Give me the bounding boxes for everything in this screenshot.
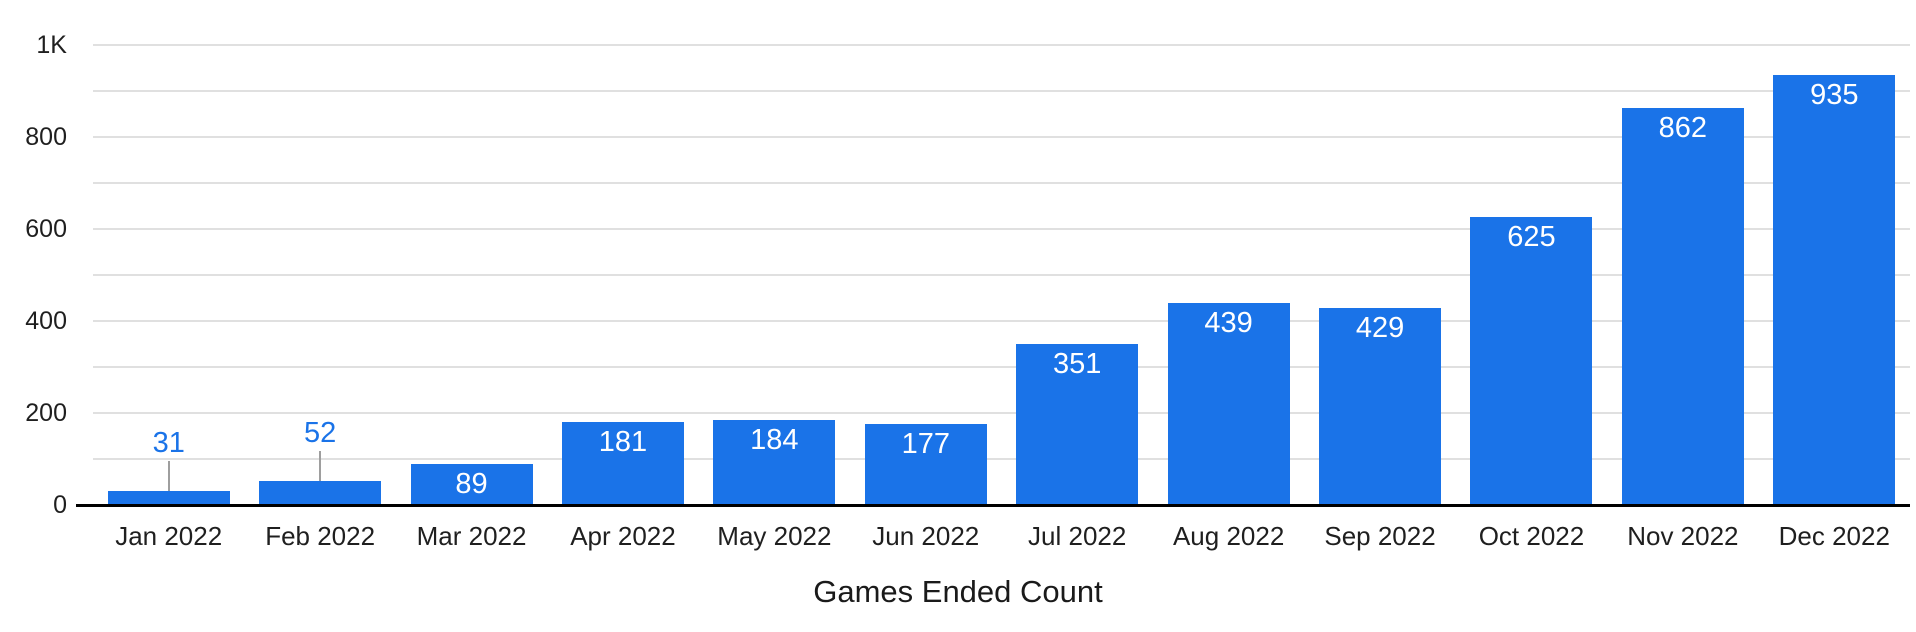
gridline [93, 136, 1910, 138]
x-tick-label: Feb 2022 [265, 521, 376, 551]
y-tick-label: 600 [25, 215, 67, 243]
y-tick-label: 200 [25, 399, 67, 427]
bar[interactable] [259, 481, 382, 505]
y-tick-label: 800 [25, 123, 67, 151]
x-tick-label: Nov 2022 [1627, 521, 1739, 551]
y-tick-label: 0 [53, 491, 67, 519]
x-tick-label: Apr 2022 [570, 521, 676, 551]
bar-value-label: 429 [1355, 312, 1405, 344]
bar[interactable] [107, 491, 230, 505]
bar-value-label: 52 [303, 417, 337, 449]
bar-value-label: 935 [1810, 79, 1859, 111]
gridline [93, 90, 1910, 92]
bar-value-label: 351 [1053, 348, 1102, 380]
bar[interactable]: 439 [1167, 303, 1290, 505]
bar[interactable]: 89 [410, 464, 533, 505]
bar-value-label: 177 [901, 428, 950, 460]
gridline [93, 458, 1910, 460]
chart-title: Games Ended Count [813, 574, 1103, 609]
callout-stem [167, 461, 170, 491]
gridline [93, 412, 1910, 414]
bar[interactable]: 181 [561, 422, 684, 505]
gridline [93, 182, 1910, 184]
bar[interactable]: 625 [1470, 217, 1593, 505]
x-tick-label: Jan 2022 [115, 521, 223, 551]
y-tick-label: 1K [36, 31, 67, 59]
x-tick-label: Oct 2022 [1478, 521, 1585, 551]
callout-stem [319, 451, 322, 481]
x-tick-label: Sep 2022 [1324, 521, 1436, 551]
bar[interactable]: 351 [1016, 344, 1139, 505]
gridline [93, 228, 1910, 230]
x-tick-label: Mar 2022 [416, 521, 527, 551]
bar-value-label: 31 [152, 427, 185, 459]
y-tick-label: 400 [25, 307, 67, 335]
x-tick-label: Dec 2022 [1778, 521, 1890, 551]
bar-value-label: 862 [1658, 112, 1708, 144]
x-axis-line [76, 504, 1910, 507]
gridline [93, 366, 1910, 368]
bar[interactable]: 177 [864, 424, 987, 505]
bar-value-label: 181 [598, 426, 648, 458]
gridline [93, 44, 1910, 46]
bar[interactable]: 862 [1621, 108, 1744, 505]
bar-value-label: 184 [750, 424, 799, 456]
x-tick-label: Jun 2022 [872, 521, 980, 551]
x-tick-label: May 2022 [717, 521, 832, 551]
x-tick-label: Jul 2022 [1028, 521, 1127, 551]
bar[interactable]: 429 [1319, 308, 1442, 505]
bar[interactable]: 935 [1773, 75, 1896, 505]
bar-value-label: 439 [1204, 307, 1253, 339]
gridline [93, 274, 1910, 276]
bar[interactable]: 184 [713, 420, 836, 505]
x-tick-label: Aug 2022 [1172, 521, 1285, 551]
bar-value-label: 89 [455, 468, 488, 500]
bar-value-label: 625 [1507, 221, 1556, 253]
gridline [93, 320, 1910, 322]
